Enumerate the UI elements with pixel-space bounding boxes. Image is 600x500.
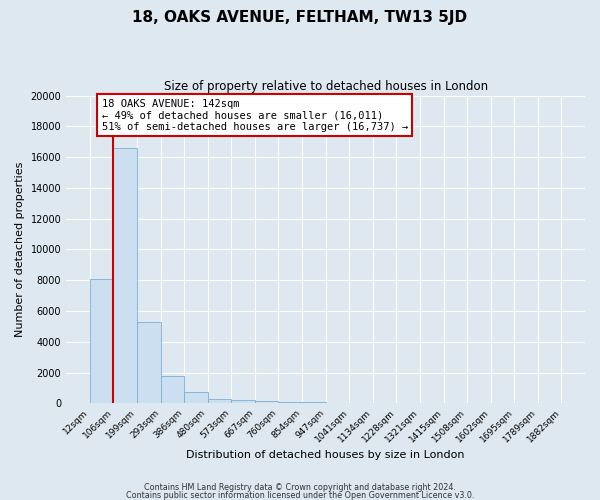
Bar — [184, 392, 208, 404]
Text: Contains HM Land Registry data © Crown copyright and database right 2024.: Contains HM Land Registry data © Crown c… — [144, 484, 456, 492]
Bar — [231, 400, 255, 404]
Text: Contains public sector information licensed under the Open Government Licence v3: Contains public sector information licen… — [126, 490, 474, 500]
Y-axis label: Number of detached properties: Number of detached properties — [15, 162, 25, 337]
Bar — [208, 399, 231, 404]
Bar — [302, 402, 326, 404]
Bar — [161, 376, 184, 404]
Text: 18, OAKS AVENUE, FELTHAM, TW13 5JD: 18, OAKS AVENUE, FELTHAM, TW13 5JD — [133, 10, 467, 25]
Bar — [113, 148, 137, 404]
Bar — [278, 402, 302, 404]
X-axis label: Distribution of detached houses by size in London: Distribution of detached houses by size … — [187, 450, 465, 460]
Bar — [137, 322, 161, 404]
Text: 18 OAKS AVENUE: 142sqm
← 49% of detached houses are smaller (16,011)
51% of semi: 18 OAKS AVENUE: 142sqm ← 49% of detached… — [101, 98, 408, 132]
Bar — [90, 278, 113, 404]
Bar — [255, 401, 278, 404]
Title: Size of property relative to detached houses in London: Size of property relative to detached ho… — [164, 80, 488, 93]
